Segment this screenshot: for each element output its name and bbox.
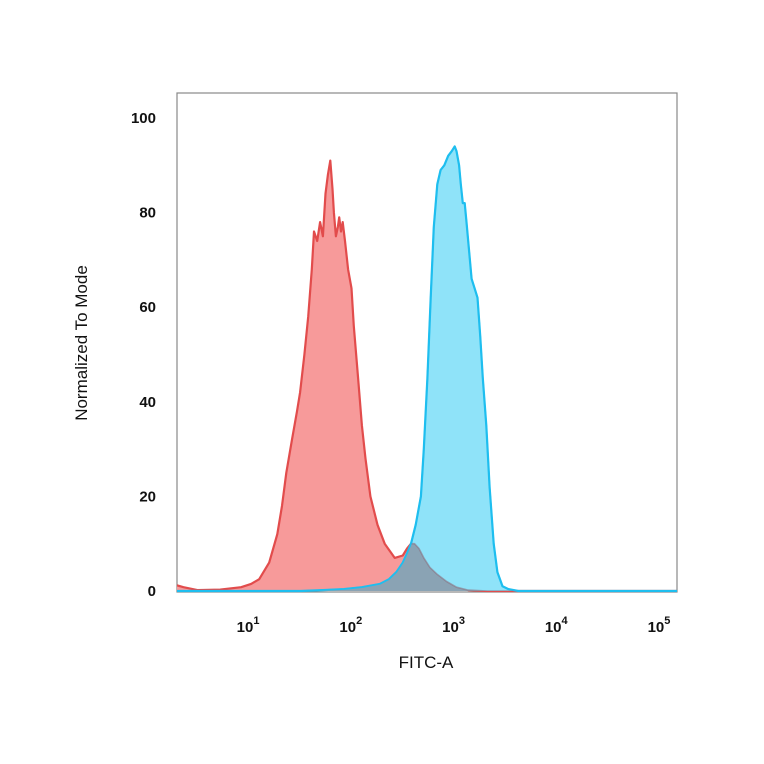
y-axis-ticks: 0 20 40 60 80 100 <box>131 110 156 600</box>
y-tick-label: 40 <box>139 394 156 411</box>
x-axis-ticks: 101 102 103 104 105 <box>237 615 671 636</box>
y-tick-label: 20 <box>139 488 156 505</box>
x-tick-label: 104 <box>545 615 569 636</box>
series-2-outline <box>177 145 677 592</box>
series-layer <box>177 145 677 593</box>
series-2-area <box>177 146 677 591</box>
y-axis-label: Normalized To Mode <box>72 265 91 421</box>
x-tick-label: 103 <box>442 615 465 636</box>
x-tick-label: 105 <box>648 615 671 636</box>
y-tick-label: 100 <box>131 110 156 127</box>
plot-area <box>176 92 678 593</box>
y-tick-label: 0 <box>148 583 156 600</box>
x-axis-label: FITC-A <box>399 653 454 672</box>
series-1-area <box>177 160 677 591</box>
x-tick-label: 101 <box>237 615 260 636</box>
y-tick-label: 80 <box>139 205 156 222</box>
x-tick-label: 102 <box>339 615 362 636</box>
y-tick-label: 60 <box>139 299 156 316</box>
